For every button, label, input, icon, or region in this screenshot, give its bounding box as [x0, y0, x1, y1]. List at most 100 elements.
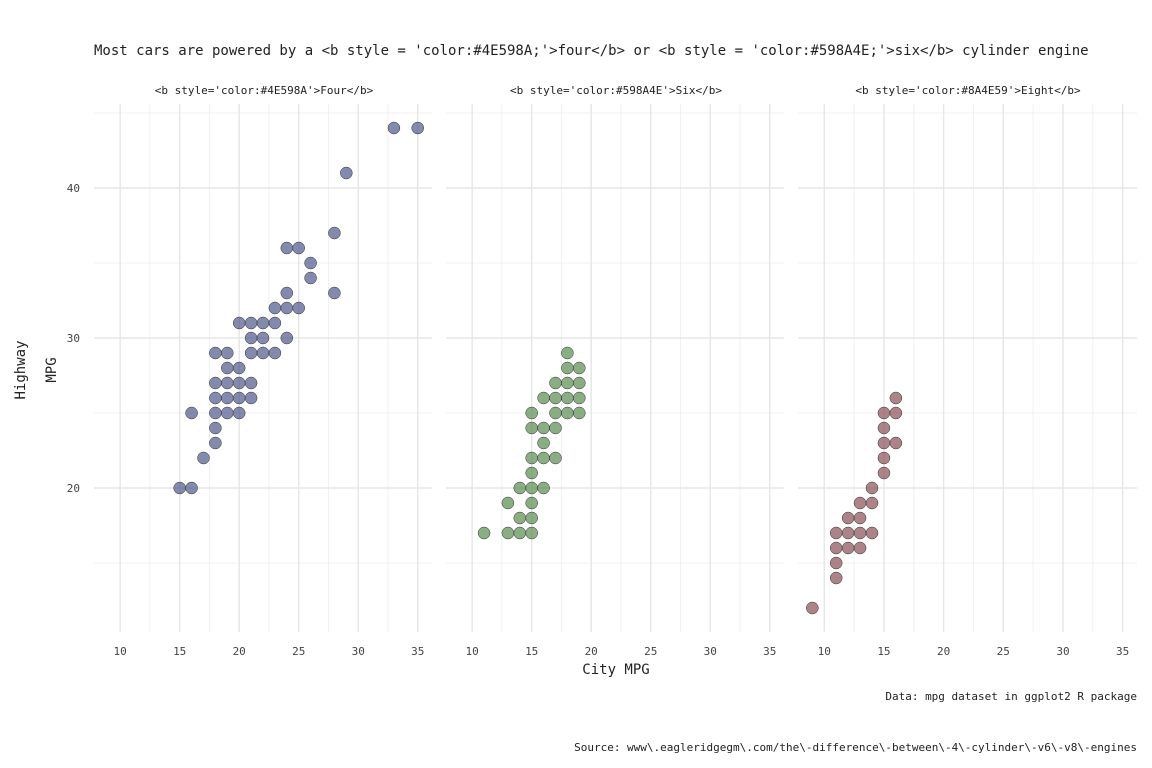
panel-strip-label-four: <b style='color:#4E598A'>Four</b>	[155, 84, 374, 97]
data-point	[549, 451, 562, 465]
x-tick-label: 10	[114, 645, 127, 658]
data-point	[537, 391, 550, 405]
data-caption: Data: mpg dataset in ggplot2 R package	[885, 690, 1137, 703]
data-point	[340, 166, 353, 180]
x-tick-label: 25	[644, 645, 657, 658]
data-point	[232, 376, 246, 390]
data-point	[525, 421, 538, 435]
data-point	[549, 406, 562, 420]
data-point	[561, 406, 574, 420]
data-point	[865, 481, 879, 495]
data-point	[573, 391, 586, 405]
data-point	[244, 391, 258, 405]
data-point	[877, 451, 891, 465]
data-point	[841, 511, 855, 525]
data-point	[185, 406, 198, 420]
data-point	[549, 376, 562, 390]
data-point	[197, 451, 210, 465]
data-point	[411, 121, 424, 135]
x-tick-label: 30	[1056, 645, 1069, 658]
x-tick-label: 15	[525, 645, 538, 658]
panel-strip-label-six: <b style='color:#598A4E'>Six</b>	[510, 84, 722, 97]
y-axis-label-line-1: Highway	[13, 340, 29, 399]
data-point	[209, 391, 222, 405]
x-tick-label: 35	[411, 645, 424, 658]
data-point	[280, 286, 294, 300]
data-point	[549, 391, 562, 405]
x-tick-label: 15	[877, 645, 890, 658]
data-point	[525, 511, 538, 525]
data-point	[221, 346, 234, 360]
data-point	[513, 511, 527, 525]
data-point	[209, 346, 222, 360]
data-point	[256, 316, 270, 330]
data-point	[806, 601, 819, 615]
data-point	[829, 571, 843, 585]
x-tick-label: 20	[585, 645, 598, 658]
data-point	[513, 481, 527, 495]
data-point	[268, 316, 282, 330]
data-point	[889, 436, 903, 450]
data-point	[865, 496, 879, 510]
data-point	[173, 481, 186, 495]
text-layer: Most cars are powered by a <b style = 'c…	[13, 43, 1137, 754]
data-point	[877, 466, 891, 480]
data-point	[185, 481, 198, 495]
y-tick-label: 40	[67, 182, 80, 195]
panel-strip-label-eight: <b style='color:#8A4E59'>Eight</b>	[855, 84, 1081, 97]
data-point	[889, 406, 903, 420]
grid-layer	[94, 104, 1137, 632]
data-point	[573, 406, 586, 420]
data-point	[841, 541, 855, 555]
data-point	[525, 451, 538, 465]
x-axis-label: City MPG	[582, 662, 649, 678]
x-tick-label: 25	[997, 645, 1010, 658]
data-point	[304, 271, 317, 285]
data-point	[304, 256, 317, 270]
data-point	[877, 421, 891, 435]
data-point	[537, 421, 550, 435]
data-point	[853, 496, 867, 510]
data-point	[829, 526, 843, 540]
data-point	[256, 331, 270, 345]
source-caption: Source: www\.eagleridgegm\.com/the\-diff…	[574, 741, 1137, 754]
data-point	[280, 301, 294, 315]
data-point	[209, 376, 222, 390]
data-point	[877, 436, 891, 450]
data-point	[244, 346, 258, 360]
data-point	[244, 331, 258, 345]
data-point	[561, 361, 574, 375]
data-point	[268, 346, 282, 360]
data-point	[292, 301, 305, 315]
data-point	[889, 391, 903, 405]
data-point	[209, 406, 222, 420]
x-tick-label: 10	[818, 645, 831, 658]
data-point	[829, 556, 843, 570]
data-point	[525, 526, 538, 540]
data-point	[853, 511, 867, 525]
data-point	[877, 406, 891, 420]
data-point	[853, 541, 867, 555]
data-point	[525, 406, 538, 420]
data-point	[865, 526, 879, 540]
x-tick-label: 30	[352, 645, 365, 658]
data-point	[244, 316, 258, 330]
y-tick-label: 30	[67, 332, 80, 345]
data-point	[513, 526, 527, 540]
data-point	[209, 421, 222, 435]
data-point	[221, 361, 234, 375]
data-point	[573, 361, 586, 375]
data-point	[268, 301, 282, 315]
data-point	[561, 346, 574, 360]
data-point	[549, 421, 562, 435]
data-point	[829, 541, 843, 555]
data-point	[561, 391, 574, 405]
data-point	[537, 481, 550, 495]
x-tick-label: 20	[233, 645, 246, 658]
x-tick-label: 15	[173, 645, 186, 658]
data-point	[328, 226, 341, 240]
chart-title: Most cars are powered by a <b style = 'c…	[94, 43, 1089, 59]
data-point	[501, 496, 515, 510]
data-point	[525, 481, 538, 495]
